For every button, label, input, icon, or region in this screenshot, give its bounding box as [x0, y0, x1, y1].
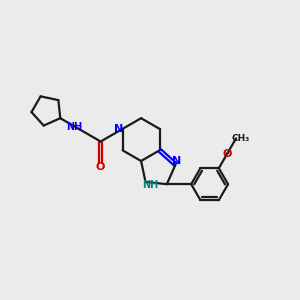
Text: N: N	[114, 124, 124, 134]
Text: NH: NH	[142, 180, 158, 190]
Text: N: N	[172, 156, 182, 166]
Text: O: O	[223, 148, 232, 159]
Text: CH₃: CH₃	[231, 134, 250, 143]
Text: NH: NH	[66, 122, 82, 132]
Text: O: O	[96, 162, 105, 172]
